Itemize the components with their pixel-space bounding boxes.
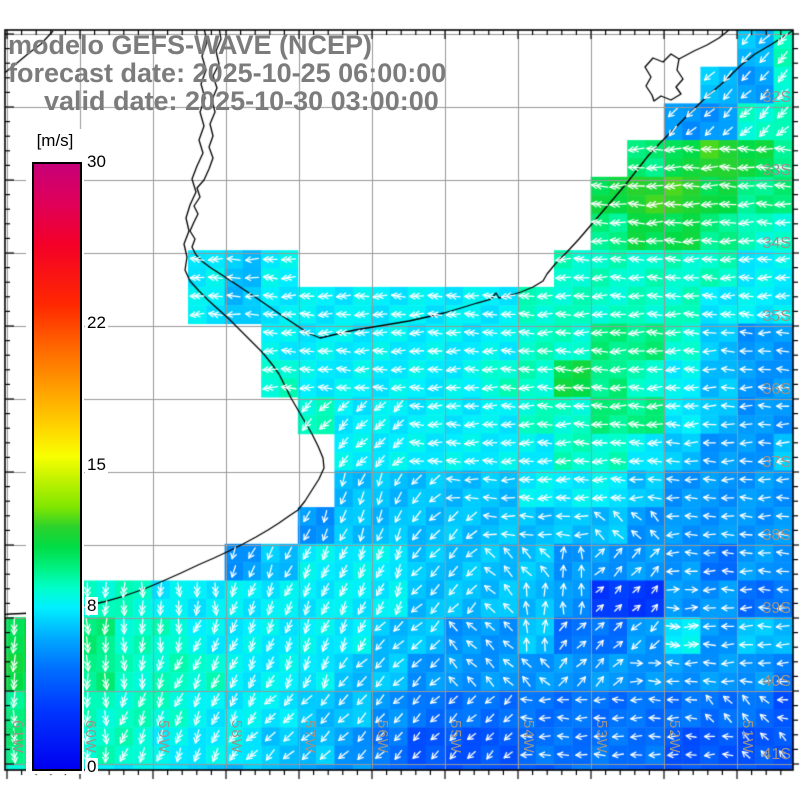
- lon-label: 54W: [520, 720, 537, 754]
- colorbar: [32, 162, 82, 771]
- colorbar-tick-label: 15: [85, 454, 108, 474]
- lat-label: 35S: [762, 308, 791, 325]
- lat-label: 33S: [762, 162, 791, 179]
- lat-label: 38S: [762, 527, 791, 544]
- colorbar-tick-label: 30: [85, 152, 108, 171]
- valid-date: valid date: 2025-10-30 03:00:00: [44, 86, 439, 116]
- colorbar-tick-label: 8: [85, 595, 99, 615]
- lat-label: 39S: [762, 600, 791, 617]
- lat-label: 37S: [762, 454, 791, 471]
- lat-label: 36S: [762, 381, 791, 398]
- lon-label: 61W: [9, 720, 26, 754]
- lat-label: 41S: [762, 746, 791, 763]
- colorbar-tick-label: 0: [85, 757, 99, 776]
- lon-label: 52W: [666, 720, 683, 754]
- lat-label: 40S: [762, 673, 791, 690]
- lon-label: 57W: [301, 720, 318, 754]
- lon-label: 51W: [739, 720, 756, 754]
- forecast-date: forecast date: 2025-10-25 06:00:00: [8, 58, 447, 88]
- lon-label: 58W: [228, 720, 245, 754]
- model-title: modelo GEFS-WAVE (NCEP): [8, 30, 373, 60]
- lon-label: 60W: [82, 720, 99, 754]
- colorbar-unit-label: [m/s]: [29, 131, 81, 151]
- lon-label: 53W: [593, 720, 610, 754]
- colorbar-tick-label: 22: [85, 313, 108, 333]
- lon-label: 59W: [155, 720, 172, 754]
- lon-label: 56W: [374, 720, 391, 754]
- lat-label: 34S: [762, 235, 791, 252]
- lat-label: 32S: [762, 89, 791, 106]
- lon-label: 55W: [447, 720, 464, 754]
